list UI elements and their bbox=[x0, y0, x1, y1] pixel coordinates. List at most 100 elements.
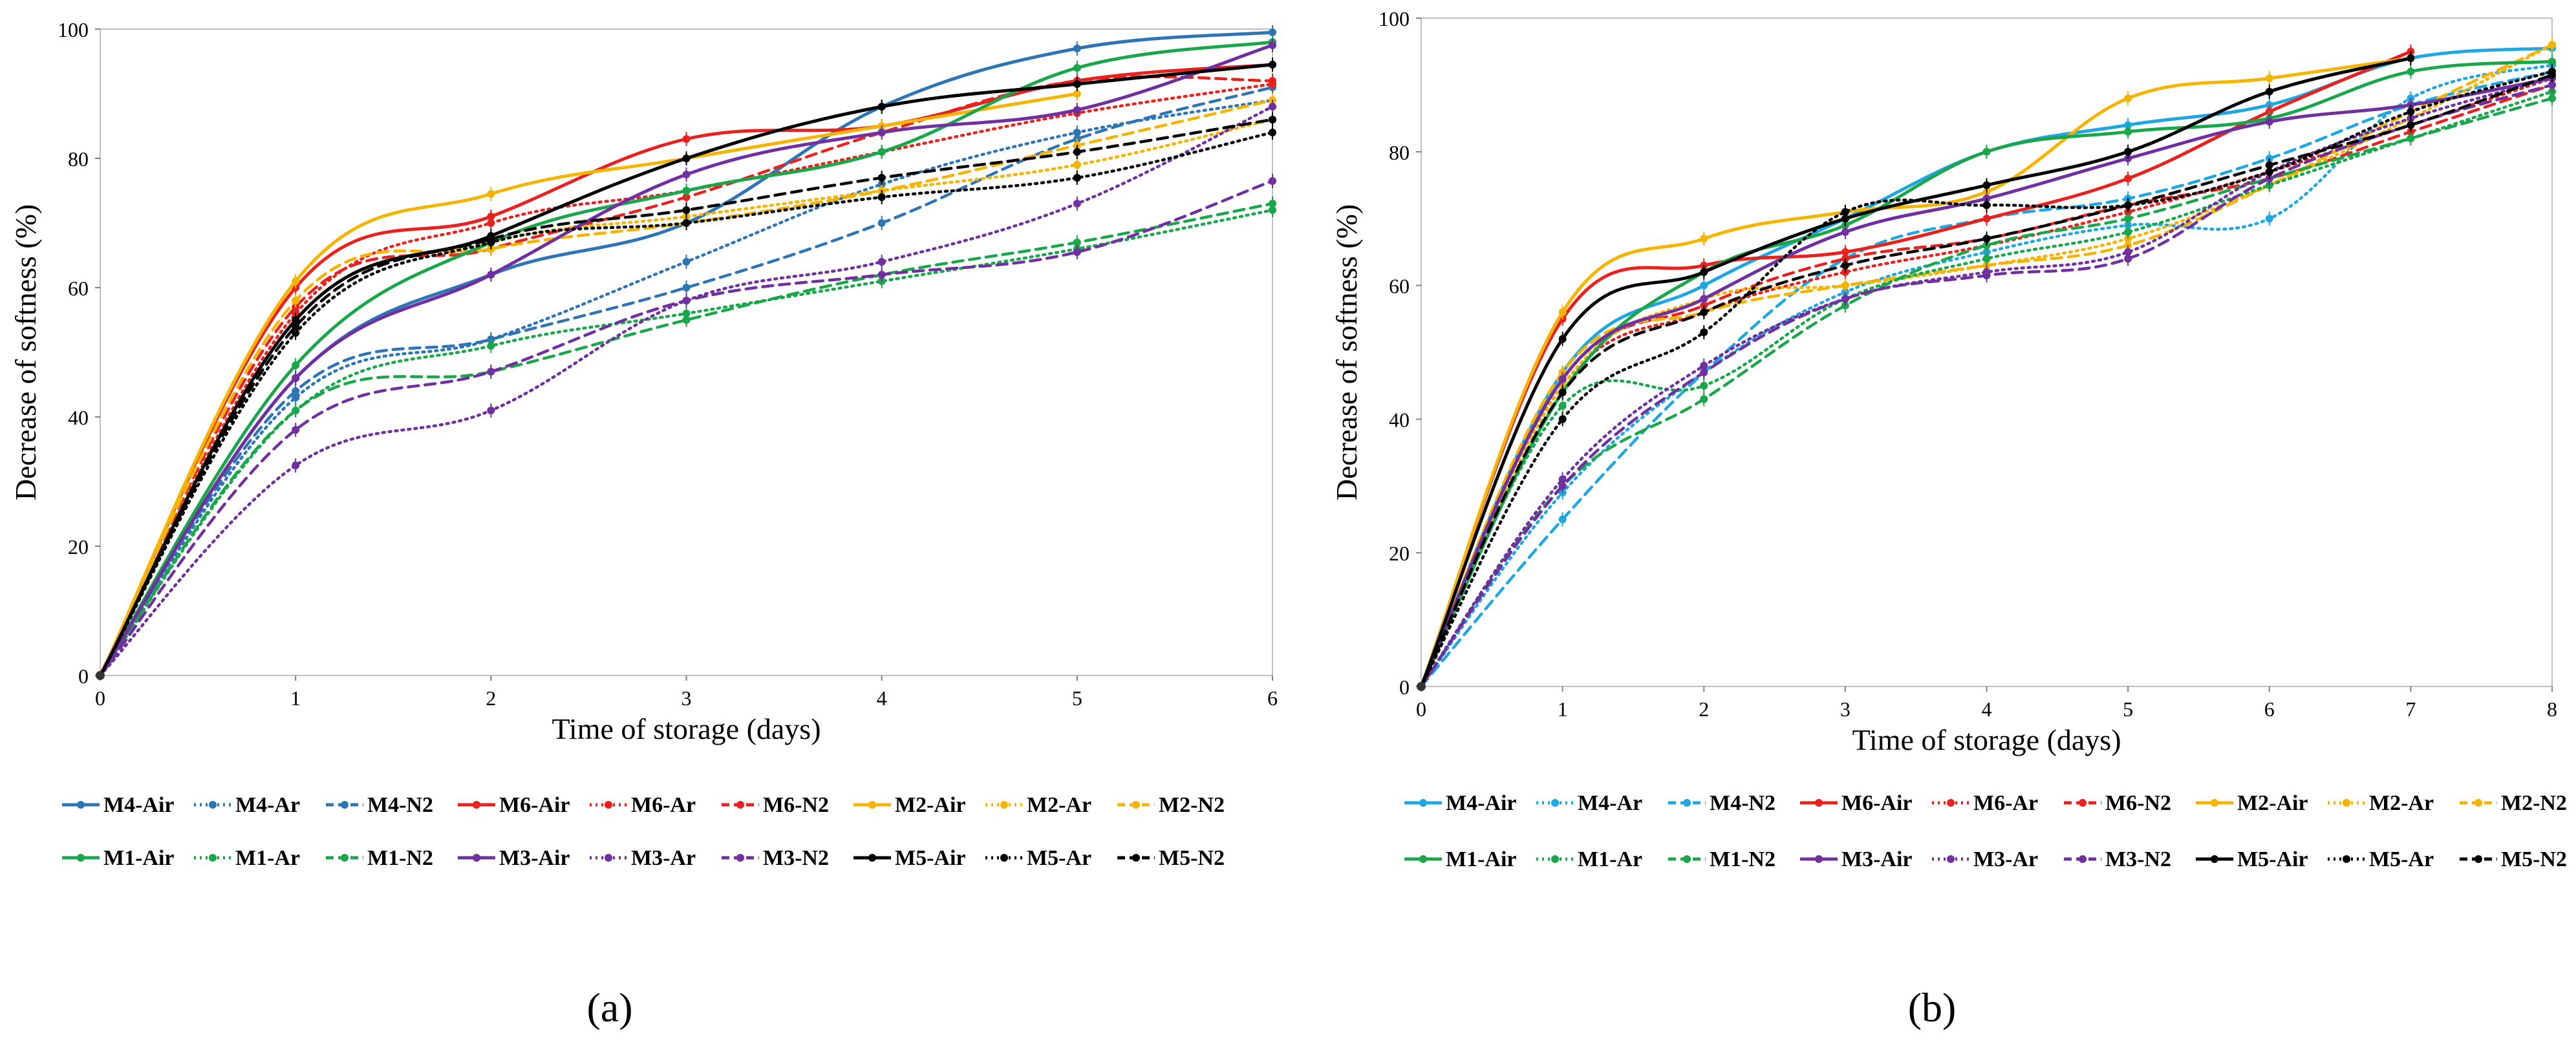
legend-entry-m1-n2: M1-N2 bbox=[1710, 847, 1776, 871]
legend-marker bbox=[1815, 799, 1823, 807]
series-line-m2-air bbox=[98, 92, 1079, 677]
data-point-m3-air bbox=[877, 129, 886, 136]
data-point-m2-air bbox=[292, 277, 300, 285]
x-tick-label: 6 bbox=[2264, 697, 2275, 721]
data-point-m5-n2 bbox=[2548, 70, 2556, 79]
series-line-m5-ar bbox=[98, 131, 1274, 677]
x-axis-label: Time of storage (days) bbox=[1852, 723, 2121, 756]
data-point-m5-n2 bbox=[2265, 161, 2273, 169]
data-point-m1-air bbox=[2548, 58, 2556, 66]
legend-marker bbox=[605, 854, 612, 862]
data-point-m3-air bbox=[682, 171, 691, 178]
series-line-m6-ar bbox=[98, 82, 1274, 677]
data-point-m3-n2 bbox=[292, 426, 300, 434]
legend-marker bbox=[1000, 854, 1008, 862]
panel-label: (a) bbox=[586, 984, 632, 1030]
data-point-m5-air bbox=[1558, 335, 1567, 343]
data-point-m3-air bbox=[1558, 375, 1567, 383]
data-point-m1-air bbox=[877, 148, 886, 156]
data-point-m1-n2 bbox=[1700, 395, 1708, 403]
legend-marker bbox=[1419, 855, 1427, 863]
data-point-m2-air bbox=[1073, 90, 1081, 98]
data-point-m6-air bbox=[682, 135, 691, 143]
data-point-m3-n2 bbox=[1982, 271, 1991, 280]
data-point-m5-n2 bbox=[1558, 388, 1567, 397]
legend-marker bbox=[2343, 855, 2350, 863]
data-point-m1-n2 bbox=[2548, 94, 2556, 103]
series-line-m1-n2 bbox=[98, 202, 1274, 677]
legend-entry-m6-n2: M6-N2 bbox=[763, 793, 829, 817]
data-point-m5-n2 bbox=[1700, 308, 1708, 316]
legend-marker bbox=[77, 801, 85, 809]
legend-entry-m1-air: M1-Air bbox=[1446, 847, 1517, 871]
legend-entry-m3-air: M3-Air bbox=[1841, 847, 1913, 871]
data-point-m3-air bbox=[2265, 118, 2273, 126]
data-point-m6-ar bbox=[487, 219, 495, 227]
data-point-m3-n2 bbox=[1841, 295, 1849, 303]
y-tick-label: 60 bbox=[68, 277, 89, 300]
legend-entry-m6-n2: M6-N2 bbox=[2105, 791, 2171, 815]
data-point-m5-ar bbox=[1558, 415, 1567, 423]
legend-entry-m2-ar: M2-Ar bbox=[1027, 793, 1091, 817]
data-point-m1-air bbox=[292, 361, 300, 369]
legend-entry-m6-air: M6-Air bbox=[499, 793, 570, 817]
legend-marker bbox=[1551, 799, 1559, 807]
data-point-m5-n2 bbox=[1073, 148, 1081, 156]
y-tick-label: 20 bbox=[1389, 542, 1410, 565]
data-point-m5-air bbox=[1269, 61, 1276, 69]
data-point-m2-ar bbox=[1073, 161, 1081, 169]
data-point-m3-air bbox=[487, 271, 495, 279]
series-line-m6-ar bbox=[1419, 76, 2554, 688]
legend-entry-m3-ar: M3-Ar bbox=[631, 846, 696, 870]
y-tick-label: 100 bbox=[1379, 7, 1410, 30]
legend-entry-m6-ar: M6-Ar bbox=[631, 793, 696, 817]
data-point-m1-ar bbox=[487, 342, 495, 350]
data-point-m3-air bbox=[1269, 41, 1276, 49]
data-point-m3-ar bbox=[292, 462, 300, 469]
legend-entry-m5-air: M5-Air bbox=[2237, 847, 2308, 871]
legend-entry-m3-air: M3-Air bbox=[499, 846, 570, 870]
data-point-m5-n2 bbox=[682, 206, 691, 214]
series-line-m3-air bbox=[98, 43, 1274, 677]
data-point-m3-n2 bbox=[1558, 482, 1567, 490]
legend-marker bbox=[473, 854, 480, 862]
data-point-m5-n2 bbox=[2124, 201, 2132, 209]
series-line-m3-ar bbox=[1419, 76, 2554, 688]
legend-marker bbox=[1132, 854, 1140, 862]
legend-entry-m4-air: M4-Air bbox=[1446, 791, 1517, 815]
data-point-m4-air bbox=[1073, 45, 1081, 52]
y-tick-label: 0 bbox=[78, 665, 89, 688]
x-tick-label: 3 bbox=[1840, 697, 1851, 721]
data-point-m3-ar bbox=[877, 258, 886, 266]
data-point-m1-ar bbox=[1558, 401, 1567, 410]
series-line-m4-n2 bbox=[98, 85, 1274, 677]
series-line-m4-ar bbox=[98, 98, 1274, 677]
data-point-m6-n2 bbox=[1269, 77, 1276, 85]
y-axis-label: Decrease of softness (%) bbox=[9, 204, 42, 501]
data-point-m5-ar bbox=[2407, 107, 2415, 116]
y-tick-label: 100 bbox=[58, 18, 89, 41]
data-point-m5-ar bbox=[877, 193, 886, 201]
data-point-m4-air bbox=[1269, 28, 1276, 36]
data-point-m2-n2 bbox=[1841, 281, 1849, 290]
data-point-m5-n2 bbox=[1841, 261, 1849, 270]
data-point-m1-air bbox=[1073, 64, 1081, 72]
legend-marker bbox=[2079, 799, 2087, 807]
legend-entry-m4-ar: M4-Ar bbox=[1578, 791, 1642, 815]
plot-area bbox=[100, 28, 1273, 676]
data-point-m1-ar bbox=[1700, 381, 1708, 390]
data-point-m5-ar bbox=[1269, 129, 1276, 136]
data-point-m1-air bbox=[2124, 127, 2132, 136]
legend-marker bbox=[736, 854, 744, 862]
data-point-m2-air bbox=[487, 190, 495, 198]
legend-entry-m2-ar: M2-Ar bbox=[2369, 791, 2434, 815]
data-point-m1-n2 bbox=[2124, 215, 2132, 223]
data-point-m3-n2 bbox=[682, 297, 691, 304]
legend-marker bbox=[1551, 855, 1559, 863]
data-point-m5-ar bbox=[682, 219, 691, 227]
legend-marker bbox=[2474, 855, 2482, 863]
legend-entry-m3-n2: M3-N2 bbox=[763, 846, 829, 870]
y-tick-label: 80 bbox=[1389, 141, 1410, 164]
data-point-m1-air bbox=[2407, 67, 2415, 76]
data-point-m3-n2 bbox=[1700, 368, 1708, 377]
